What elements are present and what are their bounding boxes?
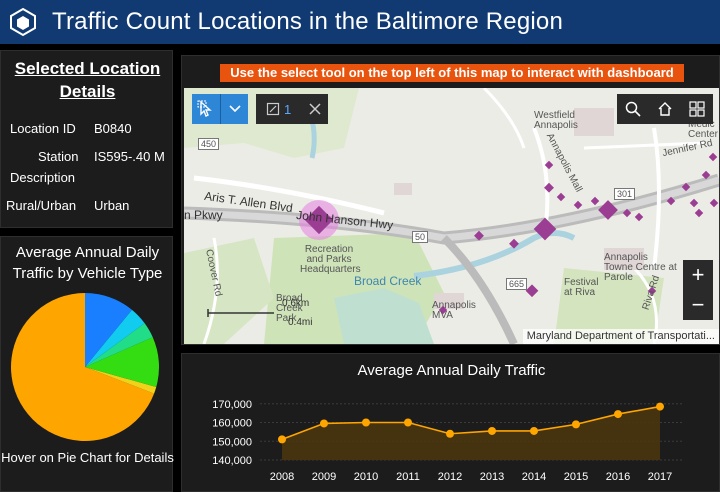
pie-slice[interactable] bbox=[85, 293, 132, 367]
pie-slice[interactable] bbox=[85, 309, 145, 367]
vehicle-type-pie-chart[interactable] bbox=[9, 291, 161, 443]
x-tick-label: 2016 bbox=[606, 471, 630, 483]
chevron-down-icon bbox=[228, 105, 241, 113]
pie-title: Average Annual Daily Traffic by Vehicle … bbox=[12, 244, 163, 282]
select-cursor-icon bbox=[197, 100, 212, 117]
map-label-broad-creek: Broad Creek bbox=[354, 274, 422, 288]
y-tick-label: 170,000 bbox=[212, 399, 252, 411]
map-label-annapolis-mva: Annapolis MVA bbox=[432, 300, 476, 321]
map-home-button[interactable] bbox=[649, 94, 681, 124]
x-tick-label: 2011 bbox=[396, 471, 420, 483]
traffic-point[interactable] bbox=[446, 429, 454, 438]
y-tick-label: 150,000 bbox=[212, 436, 252, 448]
map-label-festival: Festival at Riva bbox=[564, 277, 599, 298]
x-tick-label: 2010 bbox=[354, 471, 378, 483]
pie-hover-hint: Hover on Pie Chart for Details bbox=[1, 450, 174, 465]
plus-icon: + bbox=[691, 262, 705, 287]
map-label-medic-center: Medic Center bbox=[688, 119, 719, 140]
annual-traffic-chart-panel: Average Annual Daily Traffic 140,000 150,… bbox=[181, 353, 720, 492]
map-panel: Use the select tool on the top left of t… bbox=[181, 55, 720, 345]
x-tick-label: 2012 bbox=[438, 471, 462, 483]
basemap-gallery-icon bbox=[689, 101, 705, 117]
zoom-in-button[interactable]: + bbox=[683, 260, 713, 290]
map-view[interactable]: Aris T. Allen Blvd John Hanson Hwy n Pkw… bbox=[184, 88, 719, 344]
station-label: Station bbox=[38, 149, 79, 164]
annual-traffic-line-chart[interactable]: 140,000 150,000 160,000 170,000 2008 2009 2010… bbox=[182, 390, 719, 490]
traffic-point[interactable] bbox=[530, 426, 538, 435]
scale-km: 0.6km bbox=[282, 298, 310, 309]
map-shield-301: 301 bbox=[614, 188, 636, 200]
map-toolbar bbox=[617, 94, 713, 124]
map-shield-450: 450 bbox=[198, 138, 220, 150]
map-shield-50: 50 bbox=[412, 231, 429, 243]
details-title: Selected Location Details bbox=[14, 59, 161, 101]
vehicle-type-pie-panel: Average Annual Daily Traffic by Vehicle … bbox=[0, 236, 174, 492]
pie-slice[interactable] bbox=[85, 367, 157, 394]
select-dropdown-button[interactable] bbox=[220, 94, 248, 124]
search-icon bbox=[625, 101, 641, 117]
app-title: Traffic Count Locations in the Baltimore… bbox=[52, 8, 563, 35]
scale-mi: 0.4mi bbox=[288, 317, 313, 328]
traffic-area bbox=[282, 406, 660, 460]
line-chart-title: Average Annual Daily Traffic bbox=[357, 362, 546, 379]
pie-slice[interactable] bbox=[11, 293, 155, 441]
traffic-point[interactable] bbox=[404, 418, 412, 427]
description-label: Description bbox=[10, 170, 76, 185]
traffic-point[interactable] bbox=[614, 410, 622, 419]
pie-slice[interactable] bbox=[85, 337, 159, 387]
zoom-out-button[interactable]: − bbox=[683, 290, 713, 320]
x-tick-label: 2014 bbox=[522, 471, 546, 483]
selection-count: 1 bbox=[284, 101, 292, 117]
map-label-rec-parks: Recreation and Parks Headquarters bbox=[300, 244, 361, 275]
map-label-pkwy: n Pkwy bbox=[184, 208, 223, 222]
selected-location-details-panel: Selected Location Details Location ID B0… bbox=[0, 50, 173, 228]
app-logo-icon bbox=[10, 7, 36, 37]
clear-selection-icon[interactable] bbox=[309, 103, 321, 115]
rural-urban-label: Rural/Urban bbox=[6, 198, 77, 213]
traffic-point[interactable] bbox=[488, 426, 496, 435]
map-shield-665: 665 bbox=[506, 278, 528, 290]
traffic-point[interactable] bbox=[320, 419, 328, 428]
map-search-button[interactable] bbox=[617, 94, 649, 124]
traffic-point[interactable] bbox=[572, 420, 580, 429]
station-description-value: IS595-.40 M bbox=[94, 149, 165, 164]
location-id-label: Location ID bbox=[10, 121, 76, 136]
pie-slice[interactable] bbox=[85, 323, 153, 367]
x-tick-label: 2017 bbox=[648, 471, 672, 483]
home-icon bbox=[658, 102, 672, 116]
map-label-towne-centre: Annapolis Towne Centre at Parole bbox=[604, 252, 677, 283]
x-tick-label: 2009 bbox=[312, 471, 336, 483]
selection-icon bbox=[266, 102, 280, 116]
select-tool[interactable] bbox=[192, 94, 248, 124]
y-tick-label: 160,000 bbox=[212, 418, 252, 430]
x-tick-label: 2013 bbox=[480, 471, 504, 483]
map-basemap-button[interactable] bbox=[681, 94, 713, 124]
traffic-point[interactable] bbox=[362, 418, 370, 427]
rural-urban-value: Urban bbox=[94, 198, 130, 213]
traffic-point[interactable] bbox=[656, 402, 664, 411]
traffic-line bbox=[281, 405, 661, 441]
x-tick-label: 2008 bbox=[270, 471, 294, 483]
map-label-broad-creek-park: Broad Creek Park bbox=[276, 293, 303, 324]
app-header: Traffic Count Locations in the Baltimore… bbox=[0, 0, 720, 44]
select-cursor-button[interactable] bbox=[192, 94, 220, 124]
minus-icon: − bbox=[691, 292, 705, 317]
zoom-control: + − bbox=[683, 260, 713, 320]
map-instruction-banner: Use the select tool on the top left of t… bbox=[220, 64, 684, 82]
map-label-westfield: Westfield Annapolis bbox=[534, 110, 578, 131]
x-tick-label: 2015 bbox=[564, 471, 588, 483]
selection-count-bar: 1 bbox=[256, 94, 328, 124]
map-attribution: Maryland Department of Transportati... bbox=[522, 329, 719, 344]
traffic-point[interactable] bbox=[278, 435, 286, 444]
y-tick-label: 140,000 bbox=[212, 455, 252, 467]
location-id-value: B0840 bbox=[94, 121, 132, 136]
